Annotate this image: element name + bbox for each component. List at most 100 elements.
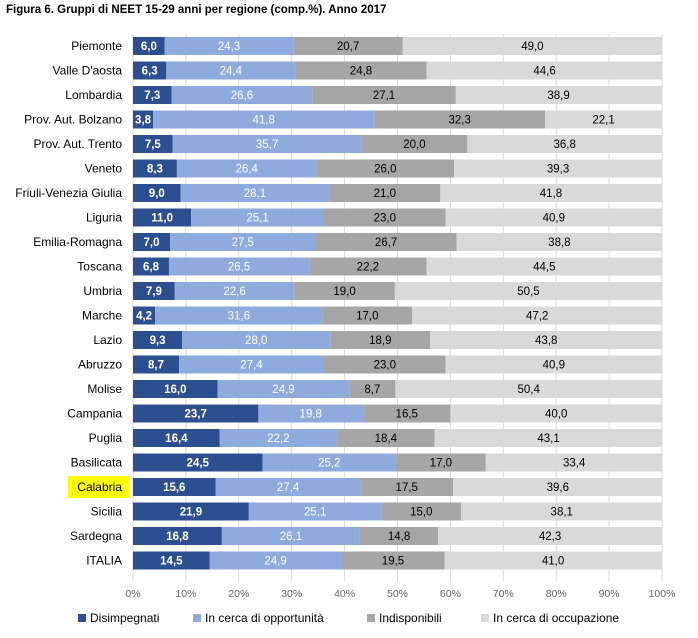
bar-segment	[315, 233, 457, 251]
data-label: 26,6	[231, 90, 253, 102]
data-label: 15,6	[163, 482, 185, 494]
data-label: 23,0	[374, 360, 396, 372]
data-label: 7,9	[146, 286, 162, 298]
bar-segment	[133, 306, 156, 325]
bar-segment	[262, 453, 396, 472]
data-label: 18,9	[369, 335, 391, 347]
data-label: 24,5	[187, 458, 210, 470]
bar-segment	[133, 551, 210, 570]
bar-segment	[133, 86, 172, 104]
data-label: 33,4	[563, 458, 586, 470]
data-label: 24,4	[220, 66, 243, 78]
bar-segment	[294, 282, 395, 300]
legend-swatch	[78, 614, 86, 622]
bar-segment	[426, 61, 663, 80]
data-label: 40,9	[543, 360, 565, 372]
data-label: 38,1	[551, 507, 573, 519]
data-label: 18,4	[375, 433, 398, 445]
data-label: 41,8	[540, 188, 562, 200]
data-label: 44,5	[533, 262, 555, 274]
bar-segment	[155, 306, 323, 325]
data-label: 22,2	[267, 433, 289, 445]
bar-segment	[133, 331, 183, 349]
bar-segment	[174, 282, 295, 300]
bar-segment	[133, 429, 220, 447]
x-tick-label: 90%	[599, 588, 620, 600]
bar-segment	[330, 331, 431, 349]
x-tick-label: 30%	[281, 588, 302, 600]
x-tick-label: 100%	[649, 588, 676, 600]
bar-segment	[337, 429, 435, 447]
data-label: 23,7	[184, 409, 206, 421]
data-label: 22,1	[592, 115, 614, 127]
data-label: 42,3	[539, 531, 561, 543]
data-label: 47,2	[526, 311, 548, 323]
bar-segment	[322, 306, 413, 325]
data-label: 50,4	[517, 384, 540, 396]
bar-segment	[438, 527, 662, 545]
bar-segment	[133, 404, 259, 423]
category-label: Friuli-Venezia Giulia	[15, 186, 122, 200]
data-label: 19,8	[300, 409, 322, 421]
bar-segment	[455, 86, 662, 104]
category-label: Marche	[82, 309, 122, 323]
category-label: Umbria	[83, 284, 122, 298]
data-label: 27,4	[277, 482, 300, 494]
bar-segment	[133, 453, 263, 472]
category-label: Sardegna	[70, 529, 122, 543]
data-label: 49,0	[521, 41, 543, 53]
data-label: 22,2	[357, 262, 379, 274]
data-label: 39,6	[547, 482, 569, 494]
data-label: 26,7	[375, 237, 397, 249]
bar-segment	[191, 208, 324, 227]
bar-segment	[133, 110, 154, 129]
data-label: 24,8	[350, 66, 372, 78]
legend-label: Indisponibili	[379, 611, 442, 625]
data-label: 32,3	[448, 115, 470, 127]
bar-segment	[402, 37, 662, 55]
data-label: 9,0	[149, 188, 165, 200]
bar-segment	[133, 502, 249, 521]
category-label: Sicilia	[91, 505, 123, 519]
bar-segment	[440, 184, 662, 202]
data-label: 14,8	[388, 531, 410, 543]
data-label: 3,8	[135, 115, 152, 127]
data-label: 15,0	[410, 507, 432, 519]
category-label: Basilicata	[71, 456, 123, 470]
chart-title: Figura 6. Gruppi di NEET 15-29 anni per …	[6, 4, 387, 16]
x-tick-label: 20%	[228, 588, 249, 600]
data-label: 25,1	[304, 507, 326, 519]
data-label: 44,6	[533, 66, 555, 78]
bar-segment	[312, 86, 456, 104]
data-label: 43,1	[537, 433, 559, 445]
bar-segment	[430, 331, 662, 349]
bar-segment	[309, 257, 427, 276]
bar-segment	[248, 502, 382, 521]
category-highlight	[68, 476, 130, 498]
x-tick-label: 0%	[125, 588, 140, 600]
data-label: 19,0	[333, 286, 355, 298]
legend-swatch	[481, 614, 489, 622]
bar-segment	[434, 429, 663, 447]
bar-segment	[359, 527, 439, 545]
bar-segment	[341, 551, 445, 570]
data-label: 28,0	[245, 335, 267, 347]
bar-segment	[133, 380, 218, 398]
bar-segment	[395, 453, 486, 472]
data-label: 17,5	[396, 482, 418, 494]
bar-segment	[412, 306, 662, 325]
data-label: 27,1	[373, 90, 395, 102]
bar-segment	[171, 86, 313, 104]
x-tick-label: 10%	[175, 588, 196, 600]
data-label: 24,9	[272, 384, 294, 396]
bar-segment	[329, 184, 441, 202]
bar-segment	[453, 478, 663, 496]
bar-segment	[363, 404, 451, 423]
bar-segment	[381, 502, 461, 521]
data-label: 20,0	[403, 139, 425, 151]
data-label: 20,7	[337, 41, 359, 53]
bar-segment	[215, 478, 361, 496]
data-label: 28,1	[244, 188, 266, 200]
bar-segment	[133, 37, 165, 55]
x-tick-label: 40%	[334, 588, 355, 600]
